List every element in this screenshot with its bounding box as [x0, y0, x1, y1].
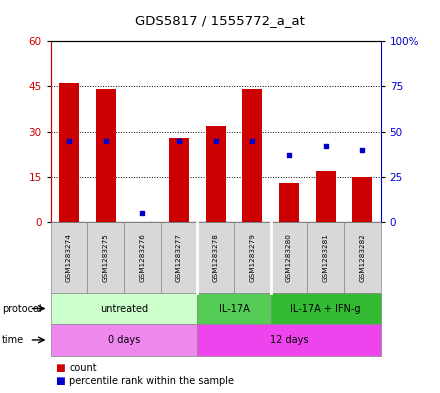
Text: GSM1283276: GSM1283276	[139, 233, 145, 282]
Text: GSM1283275: GSM1283275	[103, 233, 109, 282]
Text: count: count	[69, 363, 97, 373]
Bar	[169, 138, 189, 222]
Text: time: time	[2, 335, 24, 345]
Point	[102, 138, 109, 144]
Text: GSM1283280: GSM1283280	[286, 233, 292, 282]
Text: 0 days: 0 days	[108, 335, 140, 345]
Text: GSM1283282: GSM1283282	[359, 233, 365, 282]
Text: percentile rank within the sample: percentile rank within the sample	[69, 376, 234, 386]
Text: untreated: untreated	[100, 303, 148, 314]
Bar	[95, 90, 116, 222]
Text: 12 days: 12 days	[270, 335, 308, 345]
Bar	[315, 171, 336, 222]
Point	[212, 138, 219, 144]
Text: protocol: protocol	[2, 303, 42, 314]
Text: GSM1283274: GSM1283274	[66, 233, 72, 282]
Text: GSM1283281: GSM1283281	[323, 233, 329, 282]
Text: ■: ■	[55, 376, 65, 386]
Point	[359, 147, 366, 153]
Bar	[205, 126, 226, 222]
Text: GSM1283279: GSM1283279	[249, 233, 255, 282]
Point	[322, 143, 329, 149]
Point	[286, 152, 293, 158]
Text: ■: ■	[55, 363, 65, 373]
Text: IL-17A + IFN-g: IL-17A + IFN-g	[290, 303, 361, 314]
Bar	[352, 177, 372, 222]
Bar	[59, 83, 79, 222]
Bar	[279, 183, 299, 222]
Point	[66, 138, 73, 144]
Bar	[242, 90, 262, 222]
Text: IL-17A: IL-17A	[219, 303, 249, 314]
Point	[249, 138, 256, 144]
Text: GDS5817 / 1555772_a_at: GDS5817 / 1555772_a_at	[135, 14, 305, 27]
Text: GSM1283277: GSM1283277	[176, 233, 182, 282]
Text: GSM1283278: GSM1283278	[213, 233, 219, 282]
Point	[176, 138, 183, 144]
Point	[139, 210, 146, 216]
